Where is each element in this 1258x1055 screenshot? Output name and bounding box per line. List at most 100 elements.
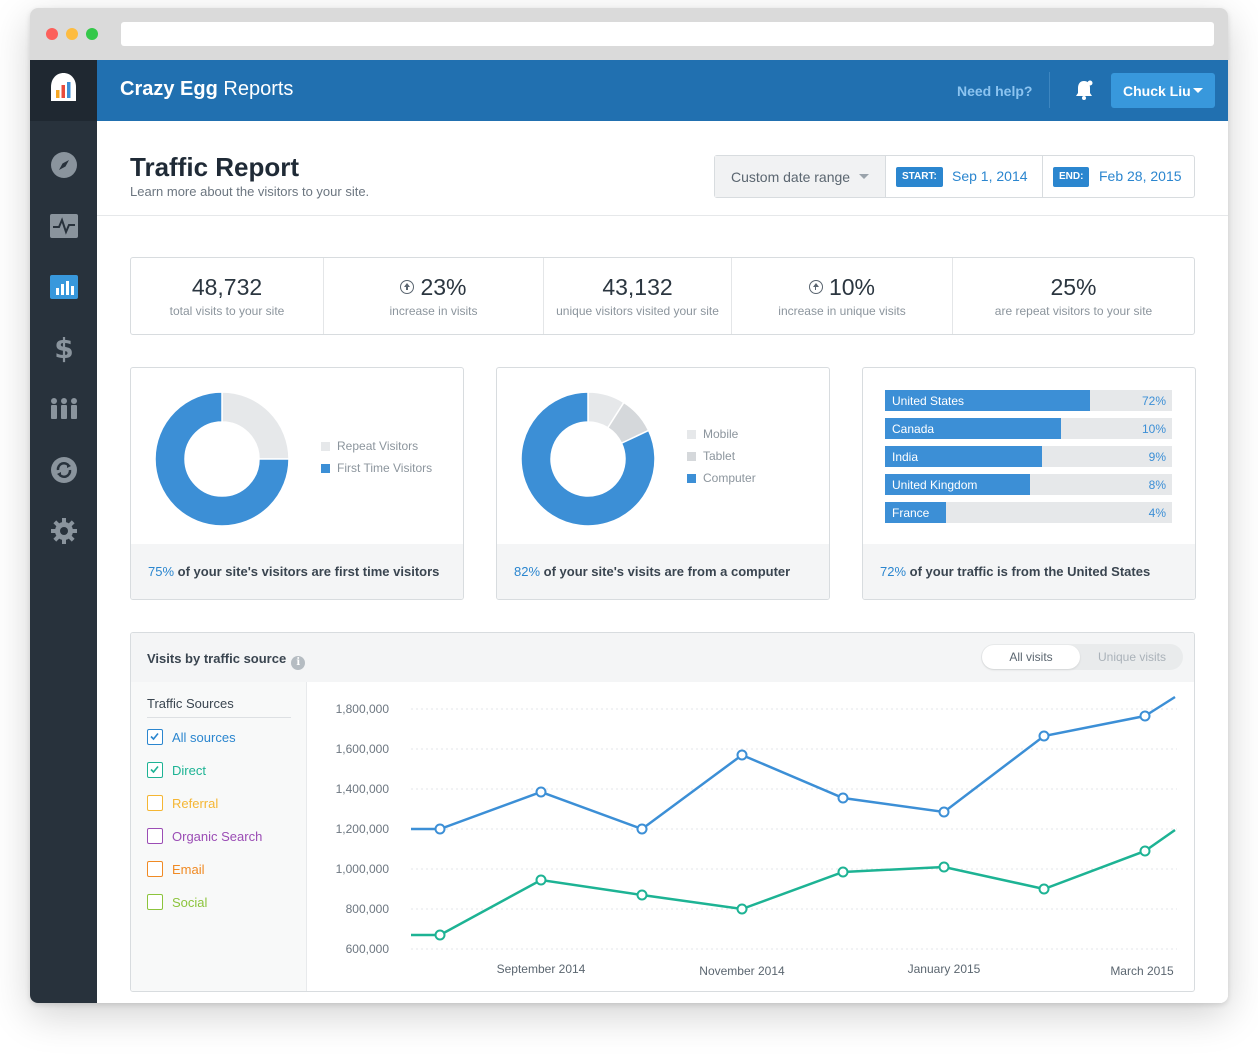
chevron-down-icon <box>1193 88 1203 93</box>
close-window-button[interactable] <box>46 28 58 40</box>
all-visits-toggle[interactable]: All visits <box>982 645 1080 669</box>
country-percent: 10% <box>1141 422 1166 436</box>
traffic-source-item[interactable]: Email <box>147 861 297 879</box>
stat-label: increase in visits <box>389 304 478 318</box>
data-point[interactable] <box>434 929 446 941</box>
gear-icon[interactable] <box>49 516 79 546</box>
country-percent: 72% <box>1141 394 1166 408</box>
data-point[interactable] <box>1038 883 1050 895</box>
legend-item: Computer <box>687 471 756 493</box>
refresh-icon[interactable] <box>49 455 79 485</box>
compass-icon[interactable] <box>49 150 79 180</box>
divider <box>147 717 291 718</box>
user-menu-button[interactable]: Chuck Liu <box>1111 73 1215 108</box>
legend-item: Mobile <box>687 427 756 449</box>
page-title: Traffic Report <box>130 152 300 182</box>
topbar-divider <box>1049 72 1050 108</box>
data-point[interactable] <box>535 786 547 798</box>
checkbox-checked[interactable] <box>147 729 163 745</box>
data-point[interactable] <box>636 823 648 835</box>
traffic-source-item[interactable]: Direct <box>147 762 297 780</box>
graph-title-text: Visits by traffic source <box>147 651 287 666</box>
page-header: Traffic Report Learn more about the visi… <box>97 121 1228 216</box>
legend-label: First Time Visitors <box>337 461 433 475</box>
traffic-source-item[interactable]: All sources <box>147 729 297 747</box>
stat-unique-increase: 10% increase in unique visits <box>732 258 953 334</box>
traffic-source-item[interactable]: Social <box>147 894 297 912</box>
legend-label: Tablet <box>703 449 736 463</box>
pulse-icon[interactable] <box>49 211 79 241</box>
main-content: Traffic Report Learn more about the visi… <box>97 121 1228 1003</box>
country-bar-row: United States 72% <box>885 390 1172 411</box>
checkbox-checked[interactable] <box>147 762 163 778</box>
legend-label: Repeat Visitors <box>337 439 419 453</box>
arrow-up-circle-icon <box>808 279 823 294</box>
checkbox[interactable] <box>147 861 163 877</box>
visitor-type-legend: Repeat Visitors First Time Visitors <box>321 439 432 483</box>
info-icon[interactable]: i <box>291 656 306 670</box>
date-range-select[interactable]: Custom date range <box>715 156 886 197</box>
traffic-source-label: Referral <box>172 796 219 811</box>
end-tag: END: <box>1053 167 1090 187</box>
data-point[interactable] <box>736 749 748 761</box>
bell-icon[interactable] <box>1072 78 1096 102</box>
legend-label: Computer <box>703 471 756 485</box>
data-point[interactable] <box>1038 730 1050 742</box>
data-point[interactable] <box>837 792 849 804</box>
country-bar: France <box>885 502 946 523</box>
data-point[interactable] <box>434 823 446 835</box>
checkbox[interactable] <box>147 795 163 811</box>
checkbox[interactable] <box>147 894 163 910</box>
visitor-type-summary: 75% of your site's visitors are first ti… <box>131 544 463 599</box>
bar-chart-icon[interactable] <box>49 272 79 302</box>
start-date[interactable]: Sep 1, 2014 <box>952 168 1028 184</box>
checkbox[interactable] <box>147 828 163 844</box>
traffic-source-item[interactable]: Organic Search <box>147 828 297 846</box>
x-tick-label: November 2014 <box>699 964 785 978</box>
y-tick-label: 1,400,000 <box>336 782 390 796</box>
app-logo[interactable] <box>30 60 97 121</box>
data-point[interactable] <box>736 903 748 915</box>
legend-swatch <box>321 464 330 473</box>
unique-visits-toggle[interactable]: Unique visits <box>1097 650 1167 664</box>
data-point[interactable] <box>636 889 648 901</box>
traffic-source-label: Direct <box>172 763 206 778</box>
users-icon[interactable] <box>49 394 79 424</box>
minimize-window-button[interactable] <box>66 28 78 40</box>
stat-label: total visits to your site <box>169 304 285 318</box>
traffic-source-item[interactable]: Referral <box>147 795 297 813</box>
need-help-link[interactable]: Need help? <box>957 83 1033 99</box>
page-subtitle: Learn more about the visitors to your si… <box>130 184 370 199</box>
start-tag: START: <box>896 167 943 187</box>
date-range-picker: Custom date range START: Sep 1, 2014 END… <box>714 155 1195 198</box>
visits-toggle: All visits Unique visits <box>981 644 1183 670</box>
data-point[interactable] <box>1139 845 1151 857</box>
date-divider <box>1042 156 1043 197</box>
sidebar: $ <box>30 60 97 1003</box>
app-brand: Crazy Egg Reports <box>120 78 293 101</box>
traffic-source-title: Visits by traffic source i <box>147 651 306 670</box>
address-bar[interactable] <box>121 22 1214 46</box>
summary-text: of your site's visitors are first time v… <box>174 564 440 579</box>
data-point[interactable] <box>535 874 547 886</box>
data-point[interactable] <box>938 861 950 873</box>
stat-label: unique visitors visited your site <box>556 304 719 318</box>
end-date[interactable]: Feb 28, 2015 <box>1099 168 1182 184</box>
data-point[interactable] <box>938 806 950 818</box>
maximize-window-button[interactable] <box>86 28 98 40</box>
country-percent: 8% <box>1148 478 1166 492</box>
stat-value: 10% <box>828 274 876 300</box>
data-point[interactable] <box>837 866 849 878</box>
stats-summary: 48,732 total visits to your site 23% inc… <box>130 257 1195 335</box>
data-point[interactable] <box>1139 710 1151 722</box>
stat-label: increase in unique visits <box>778 304 906 318</box>
legend-item: Tablet <box>687 449 756 471</box>
legend-swatch <box>687 430 696 439</box>
dollar-icon[interactable]: $ <box>54 331 74 365</box>
stat-label: are repeat visitors to your site <box>994 304 1153 318</box>
stat-repeat-visitors: 25% are repeat visitors to your site <box>953 258 1194 334</box>
country-percent: 9% <box>1148 450 1166 464</box>
country-summary: 72% of your traffic is from the United S… <box>863 544 1195 599</box>
legend-swatch <box>321 442 330 451</box>
stat-total-visits: 48,732 total visits to your site <box>131 258 324 334</box>
